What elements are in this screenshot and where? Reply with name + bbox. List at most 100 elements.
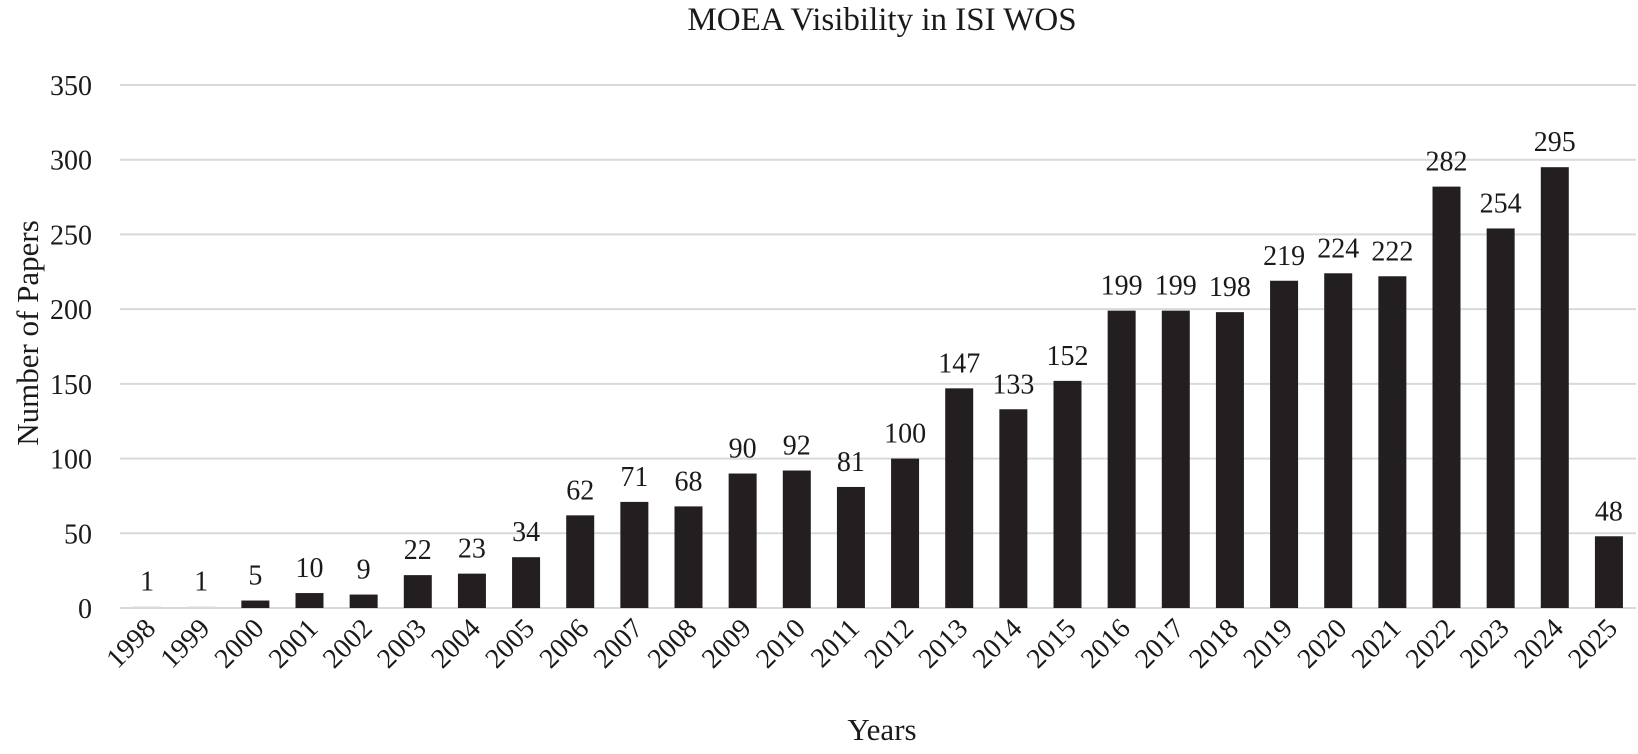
x-tick-label: 2013 bbox=[913, 613, 975, 675]
data-label: 68 bbox=[675, 466, 703, 497]
data-label: 295 bbox=[1534, 127, 1576, 158]
x-tick-label: 2005 bbox=[480, 613, 542, 675]
data-label: 9 bbox=[357, 555, 371, 586]
x-tick-label: 2011 bbox=[805, 613, 866, 674]
bar bbox=[1432, 186, 1461, 608]
bar bbox=[512, 557, 541, 608]
gridlines bbox=[120, 84, 1636, 609]
x-tick-label: 1999 bbox=[155, 613, 217, 675]
data-label: 199 bbox=[1101, 271, 1143, 302]
x-axis-label: Years bbox=[847, 712, 916, 747]
x-tick-label: 2017 bbox=[1129, 613, 1191, 675]
data-label: 198 bbox=[1209, 272, 1251, 303]
data-labels: 1 1 5 10 9 22 23 34 62 71 68 90 92 81 100 147 133 152 199 1… bbox=[140, 127, 1623, 597]
data-label: 5 bbox=[248, 561, 262, 592]
y-tick-label: 200 bbox=[50, 295, 92, 326]
data-label: 48 bbox=[1595, 496, 1623, 527]
bar bbox=[1161, 310, 1190, 608]
y-tick-label: 250 bbox=[50, 220, 92, 251]
bar bbox=[1540, 167, 1569, 608]
data-label: 282 bbox=[1426, 147, 1468, 178]
x-tick-label: 2018 bbox=[1183, 613, 1245, 675]
bar bbox=[457, 573, 486, 608]
x-tick-label: 2008 bbox=[642, 613, 704, 675]
y-tick-label: 50 bbox=[64, 519, 92, 550]
bars bbox=[133, 167, 1623, 609]
data-label: 92 bbox=[783, 431, 811, 462]
bar bbox=[241, 600, 270, 608]
x-tick-label: 2014 bbox=[967, 613, 1029, 675]
bar bbox=[945, 388, 974, 608]
bar bbox=[187, 606, 216, 609]
data-label: 100 bbox=[884, 419, 926, 450]
data-label: 22 bbox=[404, 535, 432, 566]
data-label: 62 bbox=[566, 475, 594, 506]
bar bbox=[349, 594, 378, 608]
y-tick-label: 0 bbox=[78, 594, 92, 625]
data-label: 34 bbox=[512, 517, 540, 548]
x-tick-label: 2020 bbox=[1292, 613, 1354, 675]
bar bbox=[566, 515, 595, 608]
x-tick-label: 2009 bbox=[696, 613, 758, 675]
data-label: 224 bbox=[1317, 233, 1359, 264]
data-label: 1 bbox=[140, 567, 154, 598]
bar bbox=[1324, 273, 1353, 608]
x-tick-label: 2025 bbox=[1562, 613, 1624, 675]
data-label: 1 bbox=[194, 567, 208, 598]
x-tick-label: 2021 bbox=[1346, 613, 1408, 675]
x-tick-label: 2000 bbox=[209, 613, 271, 675]
bar bbox=[133, 606, 162, 609]
data-label: 219 bbox=[1263, 241, 1305, 272]
x-tick-label: 2001 bbox=[263, 613, 325, 675]
x-tick-label: 2023 bbox=[1454, 613, 1516, 675]
data-label: 90 bbox=[729, 434, 757, 465]
y-axis-label: Number of Papers bbox=[10, 220, 45, 446]
bar bbox=[1215, 312, 1244, 608]
x-tick-label: 2019 bbox=[1238, 613, 1300, 675]
bar bbox=[295, 593, 324, 608]
x-tick-label: 1998 bbox=[101, 613, 163, 675]
x-tick-label: 2010 bbox=[750, 613, 812, 675]
data-label: 254 bbox=[1480, 188, 1522, 219]
bar bbox=[1486, 228, 1515, 609]
bar bbox=[1053, 380, 1082, 608]
bar bbox=[836, 486, 865, 608]
data-label: 152 bbox=[1047, 341, 1089, 372]
bar bbox=[728, 473, 757, 608]
x-axis-ticks: 1998199920002001200220032004200520062007… bbox=[101, 613, 1624, 675]
bar bbox=[891, 458, 920, 608]
y-tick-label: 150 bbox=[50, 370, 92, 401]
data-label: 10 bbox=[296, 553, 324, 584]
bar bbox=[999, 409, 1028, 608]
x-tick-label: 2003 bbox=[371, 613, 433, 675]
x-tick-label: 2015 bbox=[1021, 613, 1083, 675]
bar bbox=[782, 470, 811, 608]
bar bbox=[674, 506, 703, 608]
y-axis-ticks: 0 50 100 150 200 250 300 350 bbox=[50, 71, 92, 625]
data-label: 81 bbox=[837, 447, 865, 478]
data-label: 222 bbox=[1371, 236, 1413, 267]
data-label: 133 bbox=[992, 369, 1034, 400]
data-label: 199 bbox=[1155, 271, 1197, 302]
data-label: 23 bbox=[458, 534, 486, 565]
x-tick-label: 2002 bbox=[317, 613, 379, 675]
bar bbox=[1270, 280, 1299, 608]
bar bbox=[620, 501, 649, 608]
x-tick-label: 2016 bbox=[1075, 613, 1137, 675]
bar bbox=[1107, 310, 1136, 608]
data-label: 147 bbox=[938, 348, 980, 379]
x-tick-label: 2024 bbox=[1508, 613, 1570, 675]
bar bbox=[1594, 536, 1623, 608]
data-label: 71 bbox=[620, 462, 648, 493]
x-tick-label: 2004 bbox=[425, 613, 487, 675]
x-tick-label: 2022 bbox=[1400, 613, 1462, 675]
y-tick-label: 100 bbox=[50, 445, 92, 476]
y-tick-label: 350 bbox=[50, 71, 92, 102]
x-tick-label: 2006 bbox=[534, 613, 596, 675]
bar bbox=[1378, 276, 1407, 608]
x-tick-label: 2007 bbox=[588, 613, 650, 675]
chart-title: MOEA Visibility in ISI WOS bbox=[687, 2, 1076, 38]
bar bbox=[403, 575, 432, 608]
